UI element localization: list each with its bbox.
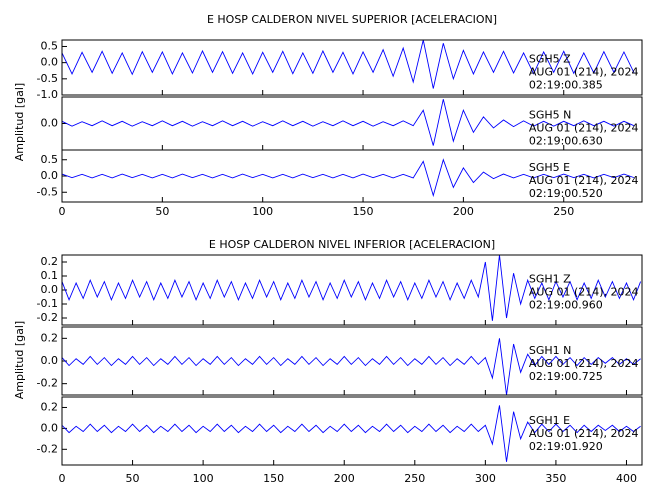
y-tick-label: 0.0 <box>41 117 59 130</box>
trace-date: AUG 01 (214), 2024 <box>529 174 639 187</box>
x-tick-label: 50 <box>126 472 140 485</box>
y-tick-label: 0.5 <box>41 153 59 166</box>
y-tick-label: -0.2 <box>37 311 58 324</box>
y-tick-label: 0.0 <box>41 283 59 296</box>
y-tick-label: -0.5 <box>37 72 58 85</box>
y-tick-label: 0.1 <box>41 269 59 282</box>
trace-date: AUG 01 (214), 2024 <box>529 357 639 370</box>
trace-name: SGH5 Z <box>529 52 571 65</box>
x-tick-label: 250 <box>404 472 425 485</box>
chart-title: E HOSP CALDERON NIVEL INFERIOR [ACELERAC… <box>209 238 495 251</box>
y-tick-label: -1.0 <box>37 88 58 101</box>
x-tick-label: 50 <box>155 205 169 218</box>
x-tick-label: 0 <box>59 472 66 485</box>
y-tick-label: 0.2 <box>41 255 59 268</box>
waveform <box>61 39 635 89</box>
x-tick-label: 250 <box>553 205 574 218</box>
trace-time: 02:19:00.520 <box>529 187 603 200</box>
trace-time: 02:19:01.920 <box>529 440 603 453</box>
y-axis-label: Amplitud [gal] <box>13 83 26 161</box>
x-tick-label: 150 <box>353 205 374 218</box>
y-tick-label: 0.2 <box>41 400 59 413</box>
y-tick-label: 0.0 <box>41 354 59 367</box>
trace-time: 02:19:00.725 <box>529 370 603 383</box>
y-tick-label: 0.5 <box>41 39 59 52</box>
trace-date: AUG 01 (214), 2024 <box>529 122 639 135</box>
trace-time: 02:19:00.960 <box>529 299 603 312</box>
waveform <box>61 338 641 396</box>
x-tick-label: 0 <box>59 205 66 218</box>
x-tick-label: 350 <box>545 472 566 485</box>
x-tick-label: 300 <box>475 472 496 485</box>
waveform <box>61 99 635 146</box>
y-tick-label: 0.0 <box>41 421 59 434</box>
chart-title: E HOSP CALDERON NIVEL SUPERIOR [ACELERAC… <box>207 13 497 26</box>
y-tick-label: 0.2 <box>41 331 59 344</box>
waveform <box>61 405 641 462</box>
x-tick-label: 100 <box>193 472 214 485</box>
trace-name: SGH5 E <box>529 161 570 174</box>
trace-name: SGH5 N <box>529 109 572 122</box>
y-tick-label: 0.0 <box>41 56 59 69</box>
x-tick-label: 150 <box>263 472 284 485</box>
x-tick-label: 200 <box>334 472 355 485</box>
y-tick-label: -0.1 <box>37 297 58 310</box>
y-tick-label: 0.0 <box>41 169 59 182</box>
panel-frame <box>61 396 643 466</box>
panel-frame <box>61 326 643 396</box>
trace-name: SGH1 Z <box>529 273 571 286</box>
panel-frame <box>61 254 643 326</box>
x-tick-label: 200 <box>453 205 474 218</box>
trace-date: AUG 01 (214), 2024 <box>529 427 639 440</box>
x-tick-label: 100 <box>252 205 273 218</box>
y-tick-label: -0.5 <box>37 185 58 198</box>
y-tick-label: -0.2 <box>37 377 58 390</box>
trace-name: SGH1 N <box>529 344 572 357</box>
panel-frame <box>61 149 643 203</box>
x-tick-label: 400 <box>616 472 637 485</box>
trace-date: AUG 01 (214), 2024 <box>529 65 639 78</box>
trace-date: AUG 01 (214), 2024 <box>529 286 639 299</box>
waveform <box>61 254 642 321</box>
trace-time: 02:19:00.630 <box>529 135 603 148</box>
waveform <box>61 158 635 198</box>
y-tick-label: -0.2 <box>37 442 58 455</box>
trace-name: SGH1 E <box>529 414 570 427</box>
panel-frame <box>61 39 643 96</box>
trace-time: 02:19:00.385 <box>529 78 603 91</box>
y-axis-label: Amplitud [gal] <box>13 321 26 399</box>
